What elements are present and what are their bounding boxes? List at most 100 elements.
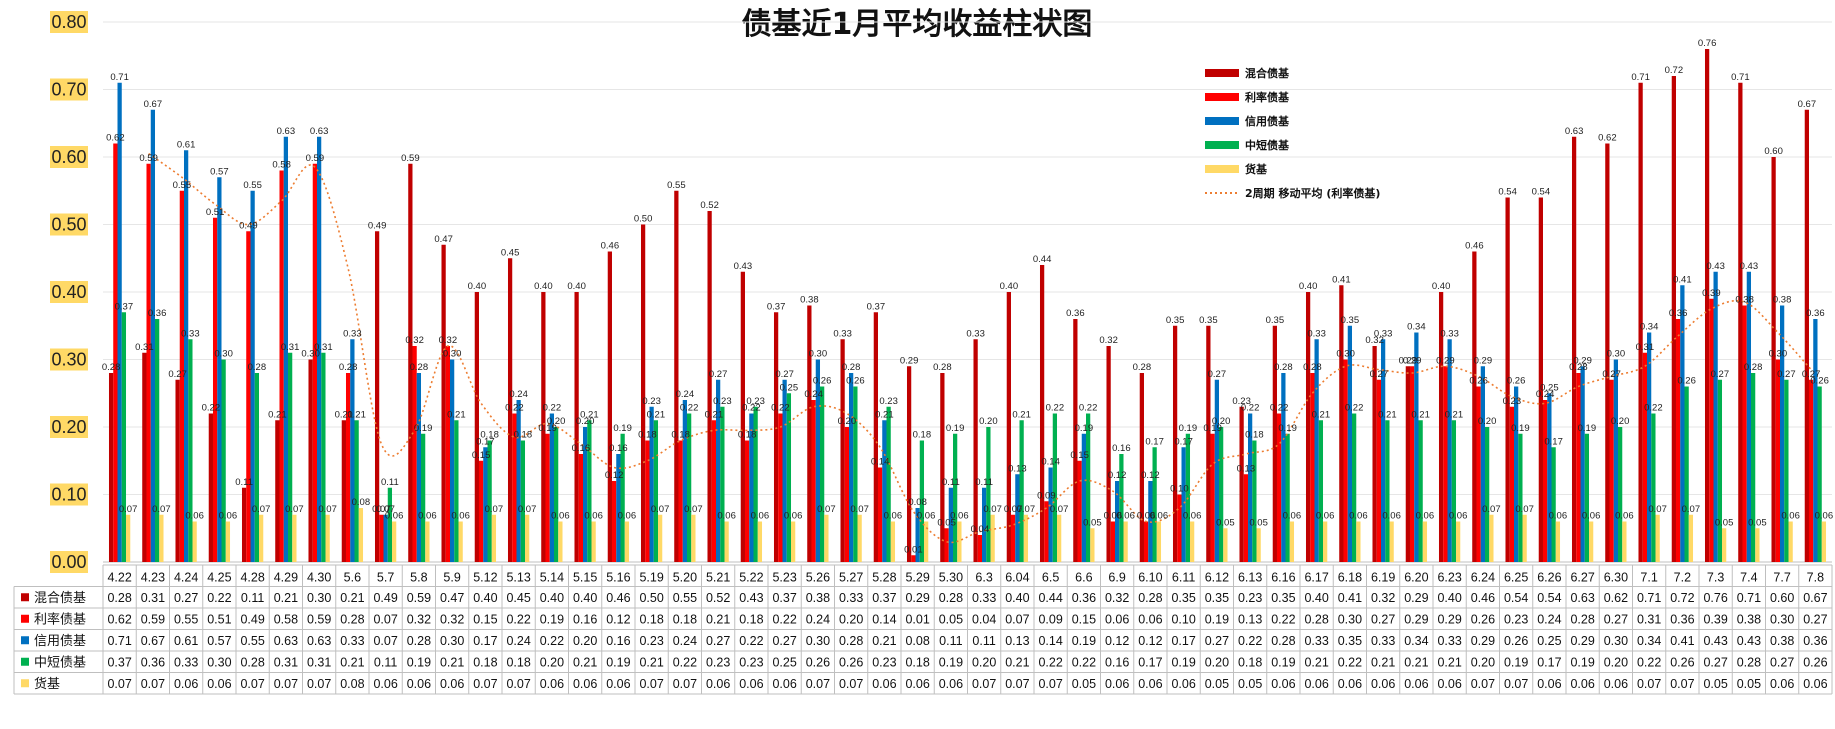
bar [1580,366,1585,562]
bar [820,386,825,562]
table-cell: 0.19 [540,613,564,627]
bar [1305,292,1311,562]
bar [844,427,849,562]
bar [441,244,446,562]
bar [1148,481,1153,562]
data-label: 0.26 [813,376,832,387]
table-cell: 0.17 [1171,634,1195,648]
bar [1717,379,1723,562]
data-label: 0.18 [638,430,657,441]
bar [911,555,916,562]
table-cell: 0.22 [207,591,231,605]
data-label: 0.27 [1602,369,1621,380]
table-cell: 0.06 [606,677,630,691]
bar [1385,420,1390,562]
table-cell: 0.54 [1537,591,1561,605]
x-tick-label: 5.12 [473,571,497,585]
data-label: 0.05 [1083,517,1102,528]
table-cell: 0.18 [739,613,763,627]
bar [924,521,929,562]
x-tick-label: 5.19 [639,571,663,585]
table-cell: 0.05 [1205,677,1229,691]
data-label: 0.06 [1137,511,1156,522]
table-cell: 0.22 [1338,656,1362,670]
data-label: 0.13 [1237,463,1256,474]
data-label: 0.19 [414,423,433,434]
bar [1289,521,1295,562]
bar [848,373,854,562]
bar [1646,332,1652,562]
bar [1688,514,1694,562]
data-label: 0.63 [277,126,296,137]
table-cell: 0.30 [1770,613,1794,627]
data-label: 0.46 [601,241,620,252]
bar [740,271,745,562]
bar [1210,433,1215,562]
data-label: 0.07 [518,504,537,515]
bar [217,177,222,562]
bar [915,508,920,562]
legend-label: 货基 [1244,162,1268,176]
bar [1779,305,1785,562]
bar [225,521,231,562]
y-tick-label: 0.00 [51,552,86,572]
bar [840,339,845,562]
bar [288,352,293,562]
data-label: 0.30 [809,349,828,360]
y-tick-label: 0.30 [51,350,86,370]
data-label: 0.20 [1611,416,1630,427]
table-cell: 0.27 [706,634,730,648]
bar [525,514,530,562]
table-cell: 0.13 [1238,613,1262,627]
data-label: 0.22 [1046,403,1065,414]
bar [986,427,991,562]
data-label: 0.27 [1370,369,1389,380]
table-cell: 0.22 [540,634,564,648]
data-label: 0.22 [543,403,562,414]
table-cell: 0.22 [1637,656,1661,670]
table-cell: 0.06 [207,677,231,691]
table-cell: 0.21 [1304,656,1328,670]
table-cell: 0.06 [1105,677,1129,691]
data-label: 0.33 [1374,328,1393,339]
data-label: 0.37 [767,301,786,312]
x-tick-label: 6.13 [1238,571,1262,585]
table-cell: 0.52 [706,591,730,605]
bars [108,49,1827,562]
table-cell: 0.06 [1770,677,1794,691]
bar [1219,427,1224,562]
bar [953,433,958,562]
bar [1276,413,1282,562]
data-label: 0.29 [900,355,919,366]
data-label: 0.06 [551,511,570,522]
table-cell: 0.26 [1670,656,1694,670]
table-cell: 0.34 [1404,634,1428,648]
x-tick-label: 5.15 [573,571,597,585]
table-cell: 0.31 [307,656,331,670]
table-cell: 0.32 [440,613,464,627]
bar [1751,373,1756,562]
data-label: 0.27 [709,369,728,380]
table-cell: 0.11 [241,591,264,605]
y-tick-highlight [50,551,88,573]
bar [1086,413,1091,562]
legend-swatch [1205,93,1239,101]
table-cell: 0.19 [606,656,630,670]
table-series-key [21,679,29,688]
table-cell: 0.06 [1537,677,1561,691]
data-label: 0.38 [800,295,819,306]
table-cell: 0.07 [639,677,663,691]
data-label: 0.12 [605,470,624,481]
data-label: 0.19 [613,423,632,434]
bar [786,393,792,562]
bar [1576,373,1581,562]
bar [1709,298,1714,562]
table-cell: 0.59 [141,613,165,627]
table-cell: 0.08 [905,634,929,648]
bar [1476,386,1481,562]
x-tick-label: 6.25 [1504,571,1528,585]
bar [1152,447,1157,562]
bar [1813,319,1818,562]
table-cell: 0.71 [107,634,131,648]
